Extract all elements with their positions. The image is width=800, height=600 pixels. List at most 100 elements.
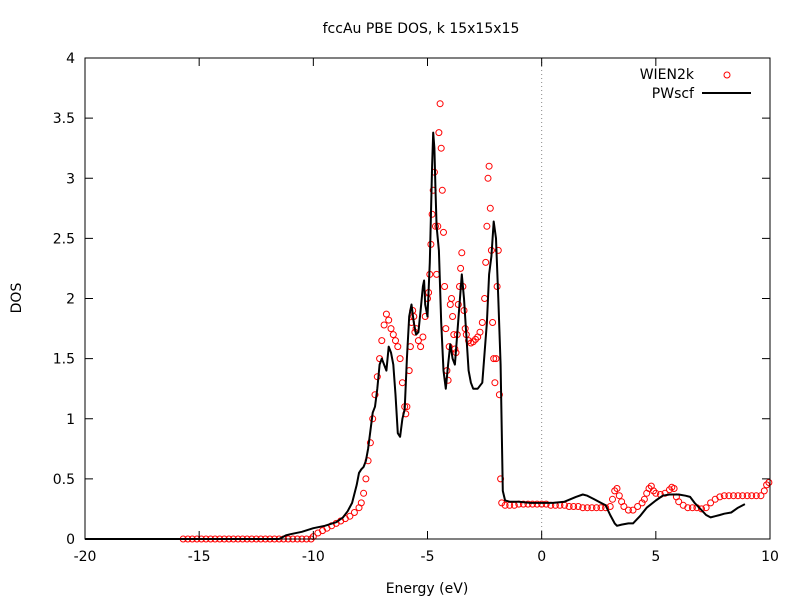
data-point-wien2k [346, 512, 354, 520]
data-point-wien2k [472, 335, 479, 343]
data-point-wien2k [524, 500, 532, 508]
data-point-wien2k [366, 439, 374, 447]
y-axis-label: DOS [9, 283, 25, 314]
data-point-wien2k [542, 500, 550, 508]
chart-title: fccAu PBE DOS, k 15x15x15 [323, 21, 520, 37]
data-point-wien2k [640, 495, 648, 503]
data-point-wien2k [483, 222, 491, 230]
data-point-wien2k [485, 162, 493, 170]
data-point-wien2k [362, 475, 370, 483]
data-point-wien2k [593, 504, 600, 512]
y-tick-label: 2.5 [53, 231, 75, 247]
data-point-wien2k [743, 492, 751, 500]
data-point-wien2k [675, 498, 683, 506]
data-point-wien2k [385, 316, 393, 324]
data-point-wien2k [435, 129, 443, 137]
data-point-wien2k [739, 492, 747, 500]
data-point-wien2k [611, 487, 619, 495]
y-tick-label: 0 [66, 532, 75, 548]
data-point-wien2k [396, 355, 404, 363]
data-point-wien2k [725, 492, 733, 500]
data-point-wien2k [752, 492, 760, 500]
data-point-wien2k [698, 505, 705, 513]
legend: WIEN2k PWscf [640, 67, 751, 102]
x-tick-label: 10 [761, 549, 779, 565]
y-tick-label: 3.5 [53, 111, 75, 127]
data-point-wien2k [720, 492, 728, 500]
data-point-wien2k [417, 343, 425, 351]
data-point-wien2k [565, 503, 573, 510]
data-point-wien2k [570, 503, 578, 510]
data-point-wien2k [432, 222, 439, 230]
data-point-wien2k [489, 319, 497, 326]
data-point-wien2k [482, 258, 490, 266]
data-point-wien2k [688, 504, 696, 512]
y-tick-label: 1 [66, 412, 75, 428]
data-point-wien2k [414, 337, 422, 345]
data-point-wien2k [666, 486, 673, 494]
data-point-wien2k [519, 500, 527, 508]
data-point-wien2k [465, 337, 473, 345]
data-point-wien2k [491, 379, 499, 387]
x-tick-label: 5 [651, 549, 660, 565]
data-point-wien2k [419, 333, 427, 341]
data-point-wien2k [387, 325, 395, 333]
legend-marker-wien2k [723, 71, 731, 79]
y-tick-label: 1.5 [53, 352, 75, 368]
data-point-wien2k [392, 337, 399, 345]
data-point-wien2k [436, 100, 444, 108]
data-point-wien2k [579, 504, 587, 512]
x-tick-label: -10 [302, 549, 325, 565]
x-tick-label: -20 [74, 549, 97, 565]
data-point-wien2k [529, 500, 536, 508]
data-point-wien2k [486, 204, 494, 212]
series-group [85, 100, 773, 543]
data-point-wien2k [478, 319, 486, 326]
data-point-wien2k [476, 328, 484, 336]
data-point-wien2k [357, 499, 365, 507]
data-point-wien2k [613, 485, 621, 492]
data-point-wien2k [615, 492, 623, 500]
data-point-wien2k [495, 391, 503, 399]
data-point-wien2k [446, 301, 454, 308]
data-point-wien2k [378, 337, 386, 345]
data-point-wien2k [734, 492, 742, 500]
y-tick-label: 3 [66, 171, 75, 187]
data-point-wien2k [574, 503, 582, 510]
data-point-wien2k [597, 504, 605, 512]
data-point-wien2k [638, 499, 646, 507]
data-point-wien2k [702, 504, 710, 512]
data-point-wien2k [652, 489, 660, 497]
x-tick-label: 0 [537, 549, 546, 565]
data-point-wien2k [448, 295, 455, 302]
data-point-wien2k [684, 504, 692, 512]
data-point-wien2k [730, 492, 737, 500]
data-point-wien2k [490, 355, 498, 363]
legend-label-pwscf: PWscf [652, 86, 695, 102]
data-point-wien2k [634, 503, 642, 510]
plot-frame [84, 57, 771, 540]
data-point-wien2k [449, 313, 457, 320]
data-point-wien2k [716, 493, 724, 501]
data-point-wien2k [457, 264, 465, 272]
data-point-wien2k [389, 331, 397, 339]
series-line-pwscf [85, 131, 746, 540]
y-tick-label: 0.5 [53, 472, 75, 488]
data-point-wien2k [437, 144, 445, 152]
data-point-wien2k [398, 379, 406, 387]
y-tick-label: 4 [66, 51, 75, 67]
y-tick-label: 2 [66, 292, 75, 308]
data-point-wien2k [492, 355, 500, 363]
data-point-wien2k [497, 475, 505, 483]
data-point-wien2k [533, 500, 541, 508]
data-point-wien2k [650, 487, 657, 495]
data-point-wien2k [394, 343, 402, 351]
data-point-wien2k [538, 500, 546, 508]
ticks-group: -20 -15 -10 -5 0 5 10 0 0.5 1 1.5 2 2.5 3 3.5 4 [53, 51, 779, 565]
data-point-wien2k [748, 492, 756, 500]
data-point-wien2k [360, 489, 368, 497]
data-point-wien2k [624, 506, 632, 514]
data-point-wien2k [380, 321, 388, 329]
data-point-wien2k [765, 479, 773, 486]
